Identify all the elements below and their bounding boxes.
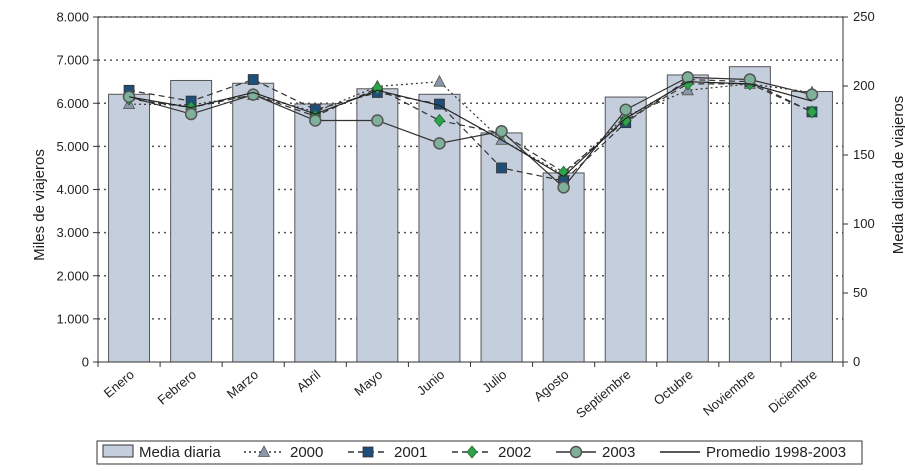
series-marker <box>309 114 322 127</box>
series-group <box>123 74 818 187</box>
series-marker <box>246 88 260 101</box>
series-marker <box>557 181 570 194</box>
bar <box>294 103 337 363</box>
series-line <box>128 83 813 173</box>
legend-item: Promedio 1998-2003 <box>660 444 846 461</box>
series-marker <box>495 125 508 138</box>
bar <box>170 79 213 363</box>
legend-swatch <box>102 444 134 458</box>
legend-label: 2001 <box>394 444 427 461</box>
legend-item: 2002 <box>452 444 531 461</box>
x-tick-label: Septiembre <box>573 367 634 421</box>
bar <box>418 93 461 363</box>
legend-label: Promedio 1998-2003 <box>706 444 846 461</box>
left-tick-label: 3.000 <box>56 225 89 240</box>
x-tick-label: Mayo <box>351 367 385 399</box>
bar <box>232 82 275 363</box>
series-line <box>129 81 813 176</box>
x-tick-label: Junio <box>414 367 447 398</box>
bar <box>356 88 399 363</box>
legend-item: 2000 <box>244 444 323 461</box>
series-marker <box>184 107 198 121</box>
left-tick-label: 8.000 <box>56 10 89 25</box>
series-line <box>128 78 813 182</box>
right-tick-label: 250 <box>853 9 875 24</box>
x-tick-label: Diciembre <box>765 367 819 416</box>
x-tick-label: Marzo <box>224 367 261 402</box>
legend-item: 2001 <box>348 444 427 461</box>
series-marker <box>743 73 757 86</box>
legend-frame <box>96 440 863 465</box>
series-marker <box>619 103 632 116</box>
series-marker <box>362 446 374 458</box>
series-marker <box>257 445 271 457</box>
right-tick-label: 0 <box>853 354 860 369</box>
series-group <box>123 77 818 179</box>
left-tick-label: 7.000 <box>56 53 89 68</box>
x-tick-label: Julio <box>479 367 509 396</box>
x-tick-label: Agosto <box>531 367 572 405</box>
left-tick-label: 2.000 <box>56 268 89 283</box>
series-marker <box>433 137 446 150</box>
series-marker <box>371 114 384 127</box>
left-tick-label: 6.000 <box>56 96 89 111</box>
legend-label: 2000 <box>290 444 323 461</box>
series-marker <box>806 105 818 119</box>
series-marker <box>681 71 695 84</box>
x-tick-label: Octubre <box>651 367 696 408</box>
series-line <box>128 81 813 178</box>
series-marker <box>433 113 445 128</box>
series-marker <box>433 74 446 87</box>
left-tick-label: 0 <box>82 355 89 370</box>
series-marker <box>247 74 259 85</box>
legend-label: 2002 <box>498 444 531 461</box>
x-tick-label: Enero <box>101 367 137 401</box>
series-group <box>128 81 813 178</box>
legend-item: 2003 <box>556 444 635 461</box>
x-tick-label: Abril <box>294 367 324 395</box>
left-tick-label: 4.000 <box>56 182 89 197</box>
right-axis-title: Media diaria de viajeros <box>890 96 905 254</box>
series-marker <box>805 88 819 101</box>
line-series <box>122 71 819 194</box>
left-tick-label: 5.000 <box>56 139 89 154</box>
series-marker <box>466 445 478 459</box>
bar <box>666 74 709 363</box>
x-tick-label: Febrero <box>155 367 200 408</box>
series-marker <box>496 162 507 174</box>
bar <box>542 172 585 363</box>
series-marker <box>569 445 583 459</box>
left-axis-title: Miles de viajeros <box>31 149 48 261</box>
right-tick-label: 50 <box>853 285 867 300</box>
right-tick-label: 150 <box>853 147 875 162</box>
legend-label: Media diaria <box>139 444 221 461</box>
series-line <box>128 76 813 189</box>
bar <box>604 96 647 363</box>
bar <box>790 91 833 363</box>
left-tick-label: 1.000 <box>56 311 89 326</box>
right-tick-label: 100 <box>853 216 875 231</box>
series-group <box>122 71 819 194</box>
legend: Media diaria 2000 2001 2002 2003 Promedio 199… <box>96 440 863 465</box>
right-tick-label: 200 <box>853 78 875 93</box>
x-tick-label: Noviembre <box>700 367 758 419</box>
legend-label: 2003 <box>602 444 635 461</box>
bar <box>108 93 151 363</box>
bar <box>728 66 771 363</box>
